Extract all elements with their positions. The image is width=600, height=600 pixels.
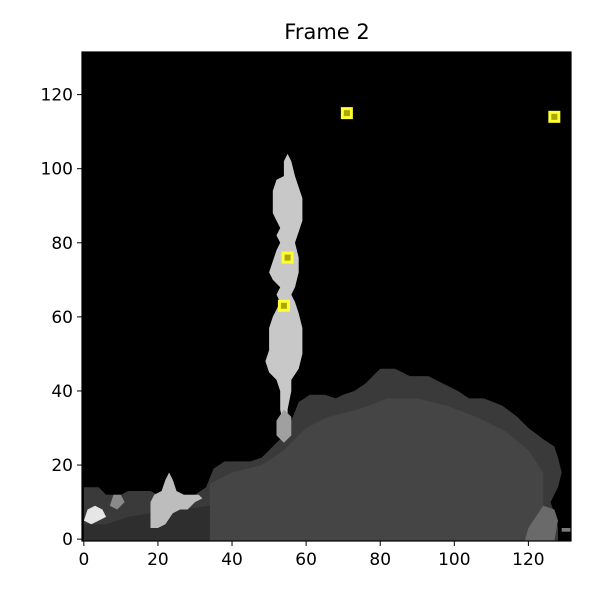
y-tick-label: 100 bbox=[41, 160, 73, 180]
marker bbox=[548, 110, 561, 123]
figure-title: Frame 2 bbox=[284, 20, 369, 44]
corner-patch bbox=[524, 505, 558, 541]
marker-center bbox=[280, 302, 287, 309]
y-tick-label: 120 bbox=[41, 86, 73, 106]
x-tick-label: 120 bbox=[512, 550, 544, 570]
bright-blob bbox=[83, 505, 107, 525]
cloud-shading bbox=[209, 398, 544, 541]
y-tick-label: 80 bbox=[51, 234, 73, 254]
x-tick-label: 80 bbox=[369, 550, 391, 570]
plume-base bbox=[276, 409, 292, 443]
marker-center bbox=[284, 254, 291, 261]
y-axis: 0 20 40 60 80 100 120 bbox=[41, 86, 82, 550]
x-tick-label: 20 bbox=[147, 550, 169, 570]
y-tick-label: 60 bbox=[51, 308, 73, 328]
x-tick-label: 0 bbox=[78, 550, 89, 570]
grey-blob bbox=[109, 494, 125, 510]
edge-speck bbox=[561, 528, 571, 532]
x-axis: 0 20 40 60 80 100 120 bbox=[78, 541, 545, 570]
cloud-base bbox=[83, 505, 210, 541]
y-tick-label: 20 bbox=[51, 456, 73, 476]
marker-center bbox=[343, 110, 350, 117]
plume bbox=[265, 153, 303, 428]
y-tick-label: 0 bbox=[62, 530, 73, 550]
marker bbox=[281, 251, 294, 264]
x-tick-label: 60 bbox=[295, 550, 317, 570]
axes bbox=[81, 51, 572, 542]
axes-frame bbox=[81, 51, 572, 542]
marker-center bbox=[551, 113, 558, 120]
y-tick-label: 40 bbox=[51, 382, 73, 402]
image-layer bbox=[83, 107, 571, 541]
light-blob bbox=[150, 472, 203, 528]
marker bbox=[277, 299, 290, 312]
marker bbox=[340, 107, 353, 120]
x-tick-label: 40 bbox=[221, 550, 243, 570]
x-tick-label: 100 bbox=[438, 550, 470, 570]
